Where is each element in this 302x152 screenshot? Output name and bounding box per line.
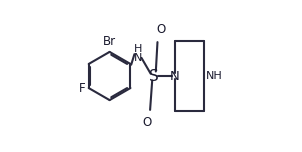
Text: H
N: H N xyxy=(134,44,142,63)
Text: O: O xyxy=(156,23,166,36)
Text: O: O xyxy=(142,116,151,129)
Text: NH: NH xyxy=(206,71,222,81)
Text: S: S xyxy=(149,69,159,83)
Text: F: F xyxy=(79,82,86,95)
Text: N: N xyxy=(170,69,180,83)
Text: Br: Br xyxy=(103,35,116,48)
